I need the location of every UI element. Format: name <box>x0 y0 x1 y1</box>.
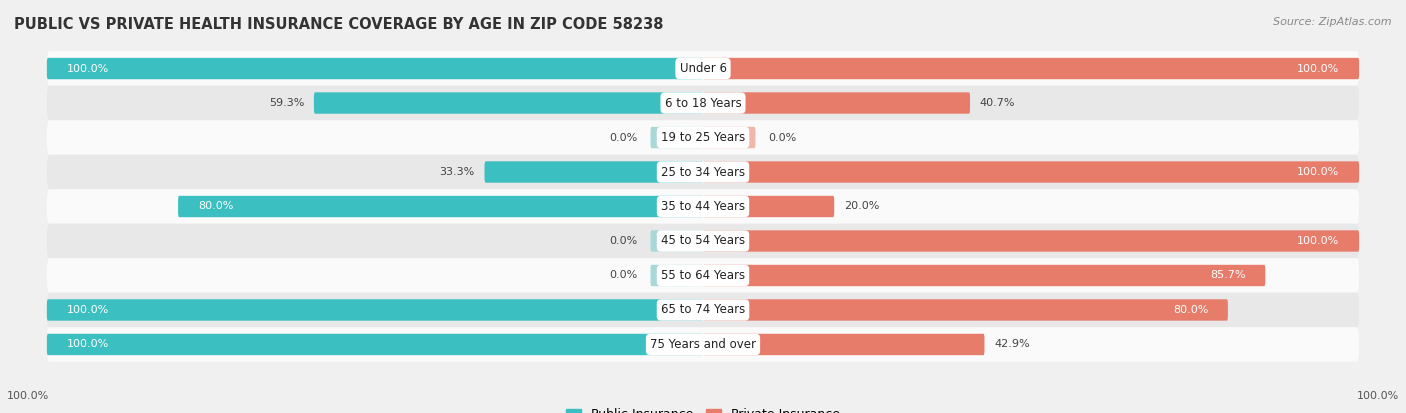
Text: 80.0%: 80.0% <box>1173 305 1208 315</box>
Text: 0.0%: 0.0% <box>609 236 637 246</box>
Text: 0.0%: 0.0% <box>769 133 797 142</box>
Text: 45 to 54 Years: 45 to 54 Years <box>661 235 745 247</box>
Text: 33.3%: 33.3% <box>440 167 475 177</box>
FancyBboxPatch shape <box>46 334 703 355</box>
Text: 85.7%: 85.7% <box>1211 271 1246 280</box>
Text: 20.0%: 20.0% <box>844 202 879 211</box>
Text: Source: ZipAtlas.com: Source: ZipAtlas.com <box>1274 17 1392 26</box>
FancyBboxPatch shape <box>703 230 1360 252</box>
FancyBboxPatch shape <box>651 230 703 252</box>
FancyBboxPatch shape <box>46 120 1360 155</box>
Text: 25 to 34 Years: 25 to 34 Years <box>661 166 745 178</box>
Text: 100.0%: 100.0% <box>66 339 108 349</box>
Text: 42.9%: 42.9% <box>994 339 1031 349</box>
Text: 6 to 18 Years: 6 to 18 Years <box>665 97 741 109</box>
FancyBboxPatch shape <box>485 161 703 183</box>
Text: 75 Years and over: 75 Years and over <box>650 338 756 351</box>
FancyBboxPatch shape <box>703 299 1227 320</box>
FancyBboxPatch shape <box>46 258 1360 293</box>
Text: 0.0%: 0.0% <box>609 271 637 280</box>
Text: 100.0%: 100.0% <box>66 305 108 315</box>
Text: 80.0%: 80.0% <box>198 202 233 211</box>
FancyBboxPatch shape <box>703 93 970 114</box>
FancyBboxPatch shape <box>46 293 1360 327</box>
FancyBboxPatch shape <box>703 127 755 148</box>
Text: 100.0%: 100.0% <box>7 391 49 401</box>
Text: 40.7%: 40.7% <box>980 98 1015 108</box>
FancyBboxPatch shape <box>46 86 1360 120</box>
FancyBboxPatch shape <box>651 265 703 286</box>
Text: 100.0%: 100.0% <box>1298 236 1340 246</box>
Text: 100.0%: 100.0% <box>1298 167 1340 177</box>
FancyBboxPatch shape <box>703 196 834 217</box>
Text: PUBLIC VS PRIVATE HEALTH INSURANCE COVERAGE BY AGE IN ZIP CODE 58238: PUBLIC VS PRIVATE HEALTH INSURANCE COVER… <box>14 17 664 31</box>
Text: 0.0%: 0.0% <box>609 133 637 142</box>
FancyBboxPatch shape <box>46 189 1360 224</box>
Text: Under 6: Under 6 <box>679 62 727 75</box>
Text: 35 to 44 Years: 35 to 44 Years <box>661 200 745 213</box>
FancyBboxPatch shape <box>46 155 1360 189</box>
FancyBboxPatch shape <box>703 265 1265 286</box>
Text: 55 to 64 Years: 55 to 64 Years <box>661 269 745 282</box>
FancyBboxPatch shape <box>46 224 1360 258</box>
Text: 100.0%: 100.0% <box>1357 391 1399 401</box>
FancyBboxPatch shape <box>46 327 1360 362</box>
FancyBboxPatch shape <box>179 196 703 217</box>
Text: 19 to 25 Years: 19 to 25 Years <box>661 131 745 144</box>
FancyBboxPatch shape <box>46 51 1360 86</box>
FancyBboxPatch shape <box>651 127 703 148</box>
Legend: Public Insurance, Private Insurance: Public Insurance, Private Insurance <box>561 403 845 413</box>
FancyBboxPatch shape <box>314 93 703 114</box>
Text: 59.3%: 59.3% <box>269 98 304 108</box>
FancyBboxPatch shape <box>703 161 1360 183</box>
Text: 100.0%: 100.0% <box>1298 64 1340 74</box>
FancyBboxPatch shape <box>703 334 984 355</box>
FancyBboxPatch shape <box>46 299 703 320</box>
FancyBboxPatch shape <box>703 58 1360 79</box>
Text: 100.0%: 100.0% <box>66 64 108 74</box>
FancyBboxPatch shape <box>46 58 703 79</box>
Text: 65 to 74 Years: 65 to 74 Years <box>661 304 745 316</box>
